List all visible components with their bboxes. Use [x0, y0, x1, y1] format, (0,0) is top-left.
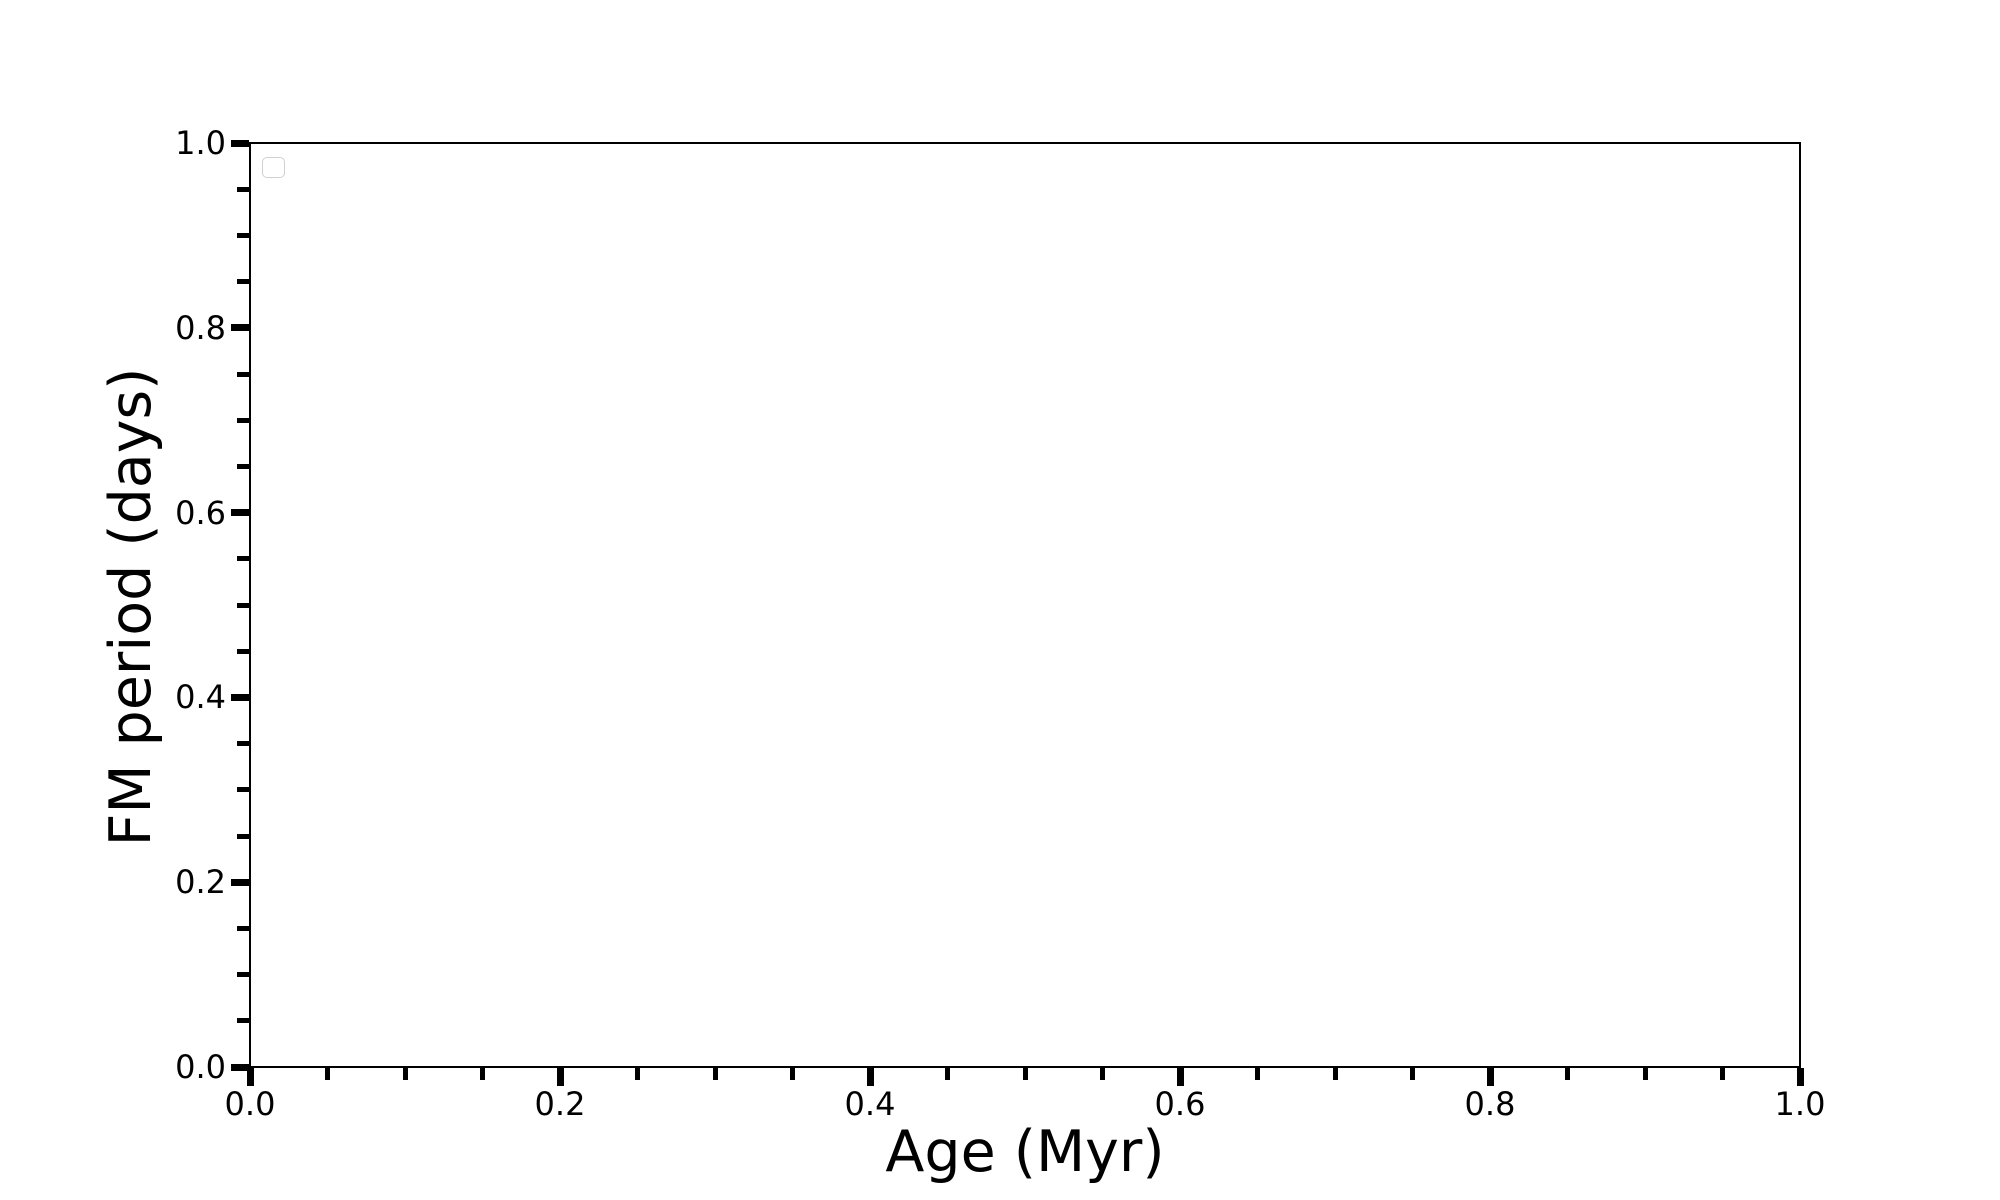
y-minor-tick	[237, 556, 249, 562]
y-tick-label: 0.6	[175, 493, 226, 532]
x-minor-tick	[1642, 1068, 1648, 1080]
y-minor-tick	[237, 279, 249, 285]
x-minor-tick	[480, 1068, 485, 1080]
x-tick-label: 1.0	[1774, 1085, 1826, 1123]
y-minor-tick	[237, 741, 249, 747]
x-tick-label: 0.2	[534, 1085, 586, 1123]
y-minor-tick	[237, 463, 249, 469]
x-minor-tick	[790, 1068, 795, 1080]
x-major-tick	[246, 1068, 254, 1086]
x-tick-label: 0.6	[1154, 1085, 1206, 1123]
x-minor-tick	[635, 1068, 640, 1080]
x-major-tick	[1486, 1068, 1494, 1086]
x-minor-tick	[325, 1068, 330, 1080]
x-axis-label: Age (Myr)	[885, 1119, 1165, 1185]
x-major-tick	[1176, 1068, 1184, 1086]
x-minor-tick	[1565, 1068, 1570, 1080]
x-minor-tick	[1720, 1068, 1725, 1080]
y-major-tick	[231, 139, 249, 147]
x-minor-tick	[1410, 1068, 1415, 1080]
y-axis-label: FM period (days)	[98, 367, 165, 847]
x-major-tick	[1796, 1068, 1804, 1086]
y-minor-tick	[237, 787, 249, 793]
y-major-tick	[231, 1063, 249, 1071]
y-minor-tick	[237, 186, 249, 192]
plot-area	[249, 142, 1801, 1068]
y-minor-tick	[237, 1018, 249, 1024]
x-minor-tick	[1100, 1068, 1105, 1080]
y-tick-label: 0.0	[175, 1048, 226, 1086]
y-major-tick	[231, 693, 249, 701]
legend	[262, 157, 285, 178]
y-major-tick	[231, 509, 249, 517]
x-minor-tick	[1255, 1068, 1260, 1080]
y-minor-tick	[237, 371, 249, 377]
y-tick-label: 0.8	[175, 308, 226, 347]
y-minor-tick	[237, 925, 249, 931]
x-tick-label: 0.0	[224, 1085, 276, 1123]
x-tick-label: 0.4	[844, 1085, 896, 1123]
y-minor-tick	[237, 602, 249, 608]
y-major-tick	[231, 878, 249, 886]
y-minor-tick	[237, 648, 249, 654]
x-minor-tick	[945, 1068, 950, 1080]
x-tick-label: 0.8	[1464, 1085, 1516, 1123]
y-tick-label: 0.2	[175, 863, 226, 902]
x-minor-tick	[1022, 1068, 1028, 1080]
x-minor-tick	[1332, 1068, 1338, 1080]
x-minor-tick	[402, 1068, 408, 1080]
y-minor-tick	[237, 972, 249, 978]
y-minor-tick	[237, 833, 249, 839]
y-minor-tick	[237, 417, 249, 423]
y-major-tick	[231, 324, 249, 332]
y-tick-label: 0.4	[175, 678, 226, 717]
x-major-tick	[866, 1068, 874, 1086]
y-tick-label: 1.0	[175, 124, 226, 162]
x-minor-tick	[712, 1068, 718, 1080]
x-major-tick	[556, 1068, 564, 1086]
y-minor-tick	[237, 232, 249, 238]
